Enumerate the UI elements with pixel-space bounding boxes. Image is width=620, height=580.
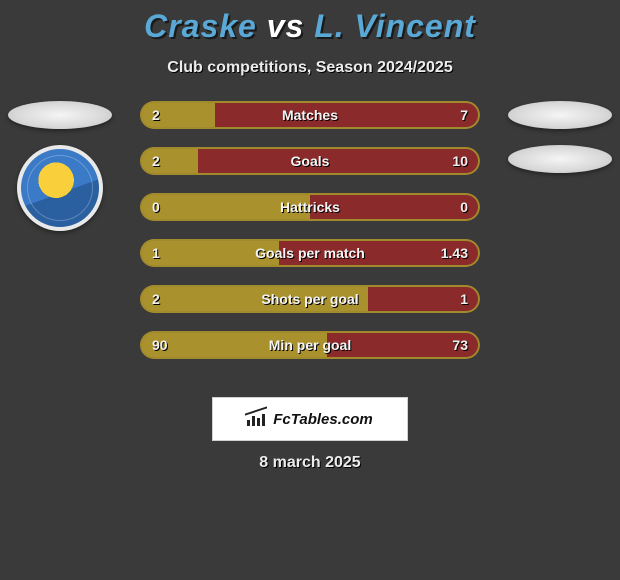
right-player-column — [500, 101, 620, 173]
stat-right-value: 1.43 — [441, 245, 468, 261]
stat-row: 2 7 Matches — [140, 101, 480, 129]
attribution-text: FcTables.com — [273, 411, 372, 428]
stat-row: 0 0 Hattricks — [140, 193, 480, 221]
subtitle: Club competitions, Season 2024/2025 — [0, 59, 620, 77]
stat-right-value: 7 — [460, 107, 468, 123]
attribution-badge: FcTables.com — [213, 398, 407, 440]
stat-label: Shots per goal — [261, 291, 358, 307]
stat-label: Goals — [291, 153, 330, 169]
stat-left-value: 1 — [152, 245, 160, 261]
stat-left-value: 2 — [152, 153, 160, 169]
stat-label: Min per goal — [269, 337, 351, 353]
stat-left-value: 2 — [152, 291, 160, 307]
stat-right-value: 10 — [452, 153, 468, 169]
stat-label: Goals per match — [255, 245, 365, 261]
stat-row: 90 73 Min per goal — [140, 331, 480, 359]
stat-right-value: 0 — [460, 199, 468, 215]
stat-left-value: 90 — [152, 337, 168, 353]
player-left-photo-placeholder — [8, 101, 112, 129]
player-right-club-badge-placeholder — [508, 145, 612, 173]
player-right-name: L. Vincent — [314, 8, 476, 44]
vs-label: vs — [267, 8, 305, 44]
player-left-club-badge — [17, 145, 103, 231]
comparison-content: 2 7 Matches 2 10 Goals 0 0 Hattricks 1 1.43 Goals p… — [0, 101, 620, 381]
stat-left-value: 2 — [152, 107, 160, 123]
stat-label: Hattricks — [280, 199, 340, 215]
stat-left-value: 0 — [152, 199, 160, 215]
stat-row: 1 1.43 Goals per match — [140, 239, 480, 267]
left-player-column — [0, 101, 120, 231]
stat-label: Matches — [282, 107, 338, 123]
fctables-icon — [247, 412, 267, 426]
stat-right-value: 1 — [460, 291, 468, 307]
stat-bars-container: 2 7 Matches 2 10 Goals 0 0 Hattricks 1 1.43 Goals p… — [140, 101, 480, 359]
player-right-photo-placeholder — [508, 101, 612, 129]
player-left-name: Craske — [144, 8, 257, 44]
stat-row: 2 1 Shots per goal — [140, 285, 480, 313]
stat-right-value: 73 — [452, 337, 468, 353]
snapshot-date: 8 march 2025 — [259, 454, 360, 472]
comparison-title: Craske vs L. Vincent — [0, 0, 620, 45]
stat-row: 2 10 Goals — [140, 147, 480, 175]
stat-bar-left-fill — [140, 147, 198, 175]
